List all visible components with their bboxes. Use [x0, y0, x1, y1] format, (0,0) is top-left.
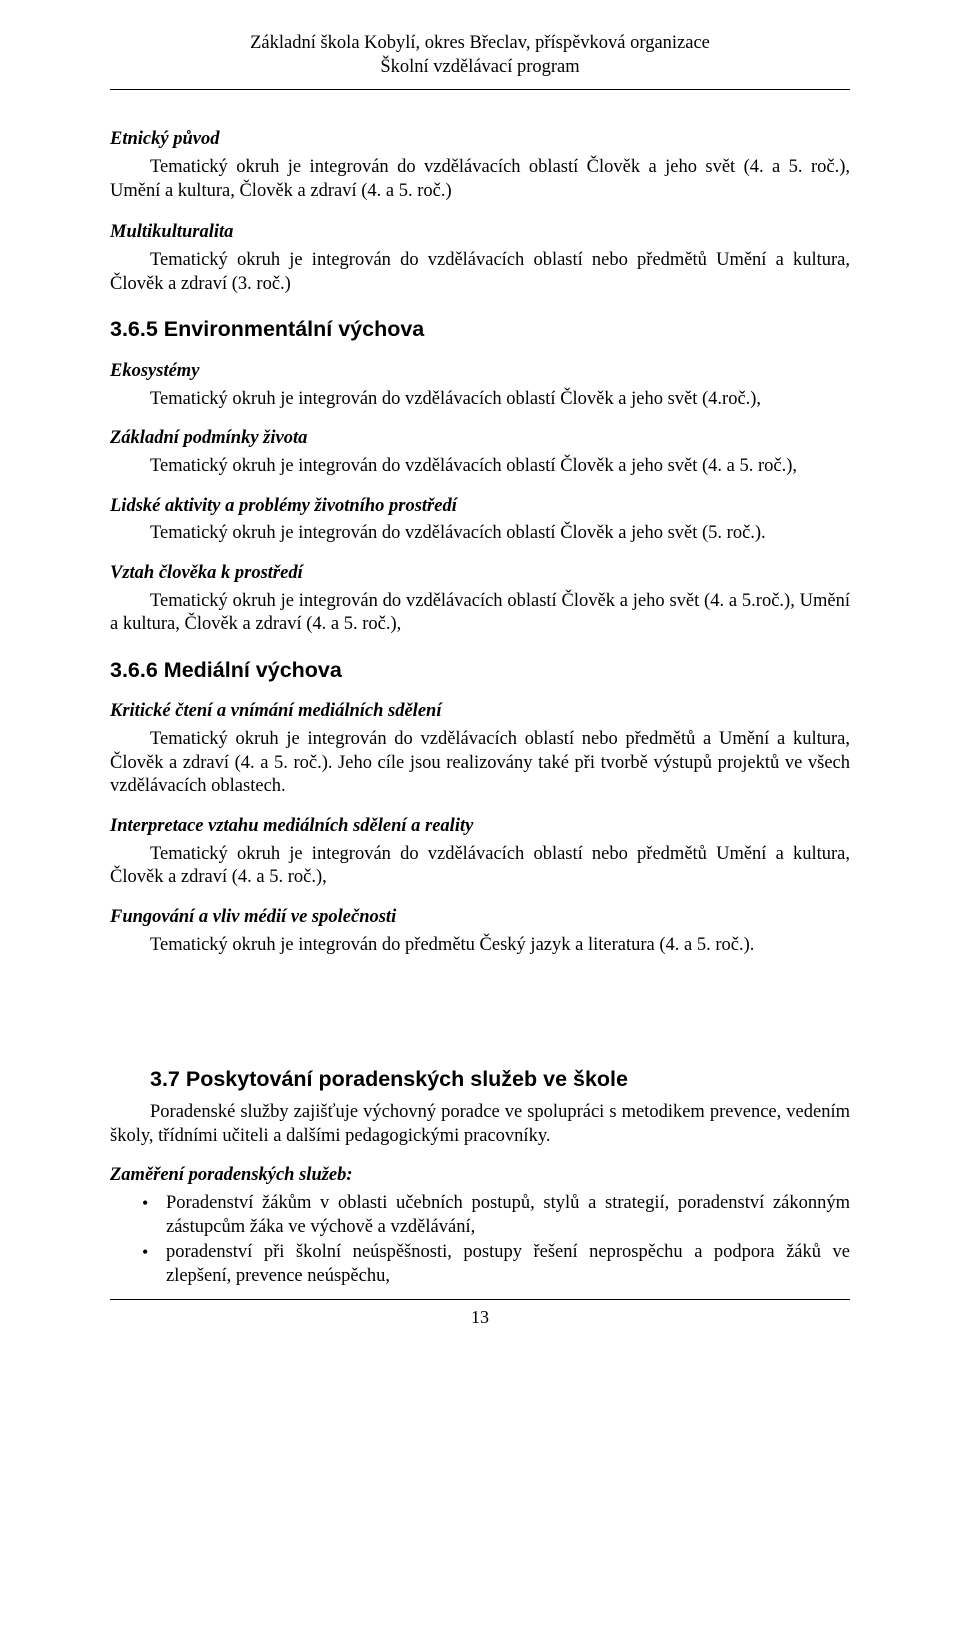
- section-body-kriticke-cteni: Tematický okruh je integrován do vzděláv…: [110, 728, 850, 799]
- section-title-interpretace: Interpretace vztahu mediálních sdělení a…: [110, 815, 850, 839]
- page-number: 13: [110, 1306, 850, 1329]
- page: Základní škola Kobylí, okres Břeclav, př…: [0, 0, 960, 1357]
- section-body-zakladni-podminky: Tematický okruh je integrován do vzděláv…: [110, 455, 850, 479]
- section-body-3-7: Poradenské služby zajišťuje výchovný por…: [110, 1101, 850, 1148]
- page-header: Základní škola Kobylí, okres Břeclav, př…: [110, 32, 850, 79]
- section-title-ekosystemy: Ekosystémy: [110, 360, 850, 384]
- section-title-kriticke-cteni: Kritické čtení a vnímání mediálních sděl…: [110, 700, 850, 724]
- section-body-interpretace: Tematický okruh je integrován do vzděláv…: [110, 843, 850, 890]
- header-line-2: Školní vzdělávací program: [110, 56, 850, 80]
- section-title-lidske-aktivity: Lidské aktivity a problémy životního pro…: [110, 495, 850, 519]
- list-item: Poradenství žákům v oblasti učebních pos…: [110, 1192, 850, 1239]
- heading-3-6-6: 3.6.6 Mediální výchova: [110, 657, 850, 685]
- section-title-multikulturalita: Multikulturalita: [110, 221, 850, 245]
- section-body-multikulturalita: Tematický okruh je integrován do vzděláv…: [110, 249, 850, 296]
- section-body-etnicky-puvod: Tematický okruh je integrován do vzděláv…: [110, 156, 850, 203]
- section-body-fungovani: Tematický okruh je integrován do předmět…: [110, 934, 850, 958]
- heading-3-7: 3.7 Poskytování poradenských služeb ve š…: [110, 1066, 850, 1094]
- list-item: poradenství při školní neúspěšnosti, pos…: [110, 1241, 850, 1288]
- section-body-lidske-aktivity: Tematický okruh je integrován do vzděláv…: [110, 522, 850, 546]
- bullet-list-zamereni: Poradenství žákům v oblasti učebních pos…: [110, 1192, 850, 1289]
- section-title-zamereni: Zaměření poradenských služeb:: [110, 1164, 850, 1188]
- heading-3-6-5: 3.6.5 Environmentální výchova: [110, 316, 850, 344]
- section-title-fungovani: Fungování a vliv médií ve společnosti: [110, 906, 850, 930]
- footer-divider: [110, 1299, 850, 1300]
- section-body-vztah-cloveka: Tematický okruh je integrován do vzděláv…: [110, 590, 850, 637]
- section-title-vztah-cloveka: Vztah člověka k prostředí: [110, 562, 850, 586]
- section-body-ekosystemy: Tematický okruh je integrován do vzděláv…: [110, 388, 850, 412]
- section-title-zakladni-podminky: Základní podmínky života: [110, 427, 850, 451]
- section-title-etnicky-puvod: Etnický původ: [110, 128, 850, 152]
- header-line-1: Základní škola Kobylí, okres Břeclav, př…: [110, 32, 850, 56]
